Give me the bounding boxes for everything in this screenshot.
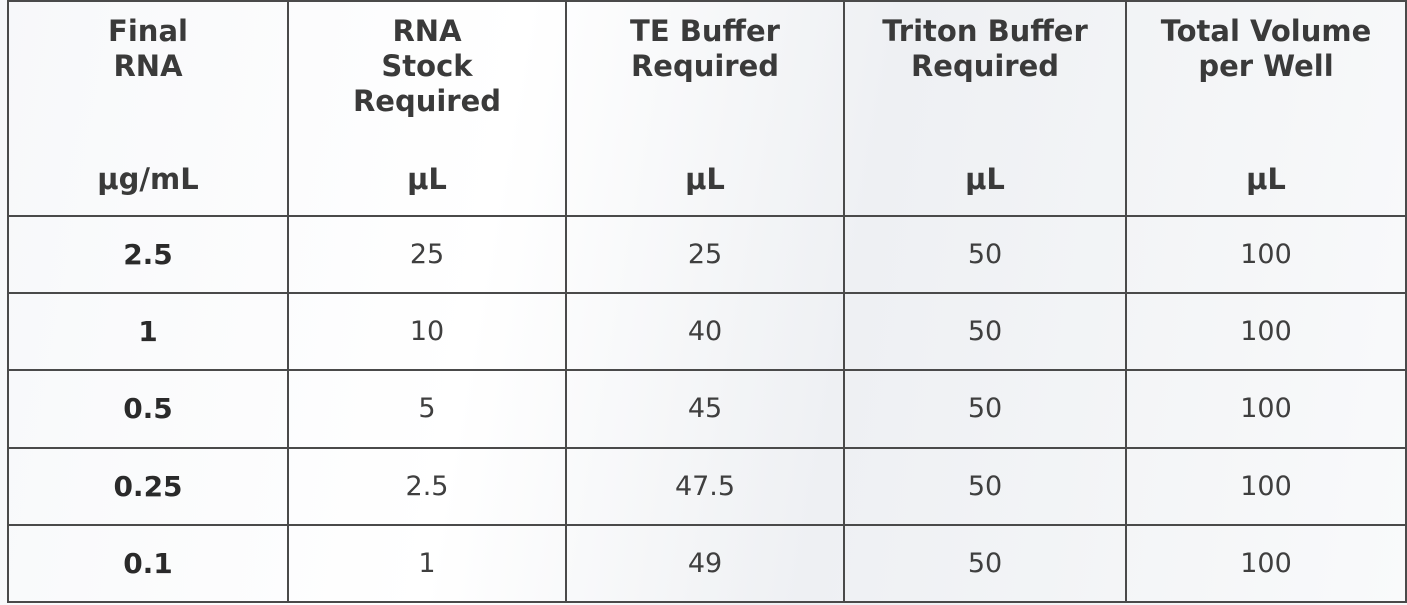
cell-te-buffer: 45 [565,369,845,449]
cell-triton-buffer: 50 [843,369,1127,449]
cell-te-buffer: 40 [565,292,845,372]
column-unit: μL [965,162,1005,196]
column-unit: μg/mL [97,162,199,196]
cell-te-buffer: 49 [565,523,845,604]
cell-final-rna: 0.1 [7,523,289,604]
cell-rna-stock: 25 [287,214,567,295]
header-te-buffer: TE Buffer Required μL [565,0,845,217]
cell-rna-stock: 1 [287,523,567,604]
cell-final-rna: 2.5 [7,214,289,295]
column-unit: μL [685,162,725,196]
cell-triton-buffer: 50 [843,214,1127,295]
column-unit: μL [407,162,447,196]
table-row: 0.1 1 49 50 100 [7,523,1407,604]
cell-final-rna: 0.5 [7,369,289,449]
cell-triton-buffer: 50 [843,446,1127,526]
cell-total-volume: 100 [1125,369,1407,449]
cell-rna-stock: 5 [287,369,567,449]
cell-te-buffer: 25 [565,214,845,295]
cell-final-rna: 0.25 [7,446,289,526]
header-triton-buffer: Triton Buffer Required μL [843,0,1127,217]
cell-rna-stock: 10 [287,292,567,372]
table-row: 0.5 5 45 50 100 [7,369,1407,449]
column-label: Total Volume per Well [1160,14,1372,83]
table-row: 1 10 40 50 100 [7,292,1407,372]
cell-total-volume: 100 [1125,292,1407,372]
header-final-rna: Final RNA μg/mL [7,0,289,217]
cell-total-volume: 100 [1125,523,1407,604]
header-total-volume: Total Volume per Well μL [1125,0,1407,217]
cell-total-volume: 100 [1125,214,1407,295]
column-label: TE Buffer Required [630,14,780,83]
cell-rna-stock: 2.5 [287,446,567,526]
rna-dilution-table: Final RNA μg/mL RNA Stock Required μL TE… [7,0,1407,604]
cell-total-volume: 100 [1125,446,1407,526]
column-label: Final RNA [108,14,188,83]
header-row: Final RNA μg/mL RNA Stock Required μL TE… [7,0,1407,217]
column-label: RNA Stock Required [352,14,502,118]
cell-te-buffer: 47.5 [565,446,845,526]
column-unit: μL [1246,162,1286,196]
cell-final-rna: 1 [7,292,289,372]
cell-triton-buffer: 50 [843,292,1127,372]
header-rna-stock: RNA Stock Required μL [287,0,567,217]
cell-triton-buffer: 50 [843,523,1127,604]
table-row: 2.5 25 25 50 100 [7,214,1407,295]
table-row: 0.25 2.5 47.5 50 100 [7,446,1407,526]
column-label: Triton Buffer Required [882,14,1088,83]
